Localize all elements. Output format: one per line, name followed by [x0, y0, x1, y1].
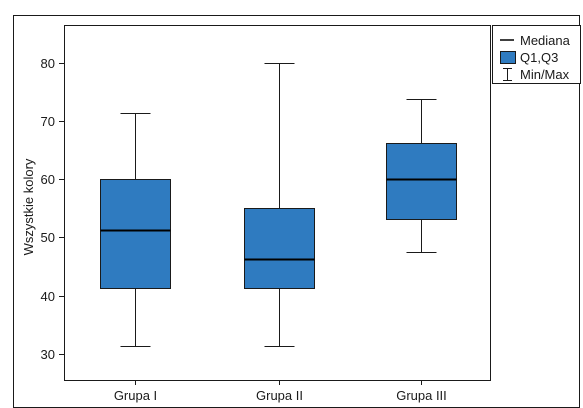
legend-median-label: Mediana	[520, 33, 571, 48]
legend-box-swatch	[500, 51, 516, 64]
y-axis-label: Wszystkie kolory	[21, 158, 36, 255]
iqr-box	[100, 179, 171, 289]
y-tick-label: 50	[41, 230, 55, 245]
y-tick-label: 70	[41, 114, 55, 129]
box-2	[244, 63, 315, 347]
box-1	[100, 113, 171, 347]
x-tick-label: Grupa II	[256, 388, 303, 403]
x-tick-label: Grupa I	[114, 388, 157, 403]
legend-whisker-swatch	[503, 68, 512, 81]
y-tick-label: 80	[41, 56, 55, 71]
iqr-box	[244, 208, 315, 289]
x-axis: Grupa I Grupa II Grupa III	[114, 380, 447, 403]
legend-whisker-label: Min/Max	[520, 67, 570, 82]
y-tick-label: 60	[41, 172, 55, 187]
plot-area	[64, 25, 491, 381]
y-axis: 30 40 50 60 70 80	[41, 56, 65, 362]
box-3	[386, 99, 457, 253]
y-tick-label: 30	[41, 347, 55, 362]
box-series	[100, 63, 457, 347]
legend: Mediana Q1,Q3 Min/Max	[492, 25, 581, 84]
iqr-box	[386, 143, 457, 220]
y-tick-label: 40	[41, 289, 55, 304]
legend-box-label: Q1,Q3	[520, 50, 558, 65]
x-tick-label: Grupa III	[396, 388, 447, 403]
